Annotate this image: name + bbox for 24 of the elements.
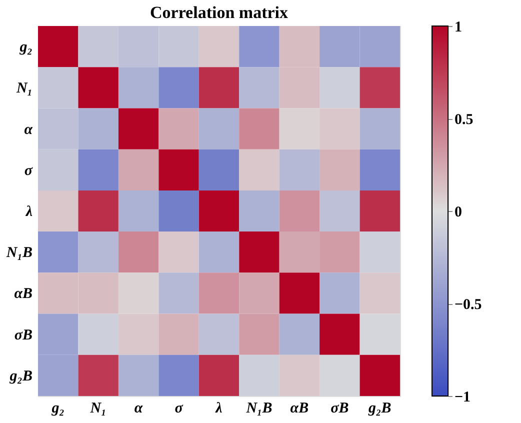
color-bar-label: 0.5 (454, 112, 474, 128)
y-tick-label: N₁ (15, 80, 32, 97)
y-tick-label: g₂B (8, 368, 32, 384)
y-tick-label: λ (24, 204, 33, 220)
color-bar-label: −0.5 (454, 297, 482, 313)
color-bar-label: 1 (454, 20, 462, 36)
y-tick-label: αB (14, 286, 32, 302)
y-tick-label: σB (14, 327, 32, 344)
x-tick-label: λ (214, 400, 223, 416)
color-bar-label: 0 (454, 204, 462, 220)
x-tick-label: α (134, 400, 144, 416)
y-tick-label: g₂ (18, 40, 32, 56)
x-tick-label: σ (174, 400, 184, 416)
x-tick-label: N₁ (89, 400, 106, 416)
y-tick-label: σ (24, 162, 34, 179)
y-tick-label: N₁B (5, 245, 32, 262)
color-bar-label: −1 (454, 390, 471, 406)
y-tick-label: α (24, 122, 34, 138)
x-tick-label: g₂ (50, 400, 64, 416)
x-tick-label: σB (330, 400, 349, 416)
x-tick-label: N₁B (245, 400, 272, 416)
x-tick-label: g₂B (368, 400, 392, 416)
x-tick-label: αB (290, 400, 309, 416)
chart-title: Correlation matrix (150, 3, 288, 22)
